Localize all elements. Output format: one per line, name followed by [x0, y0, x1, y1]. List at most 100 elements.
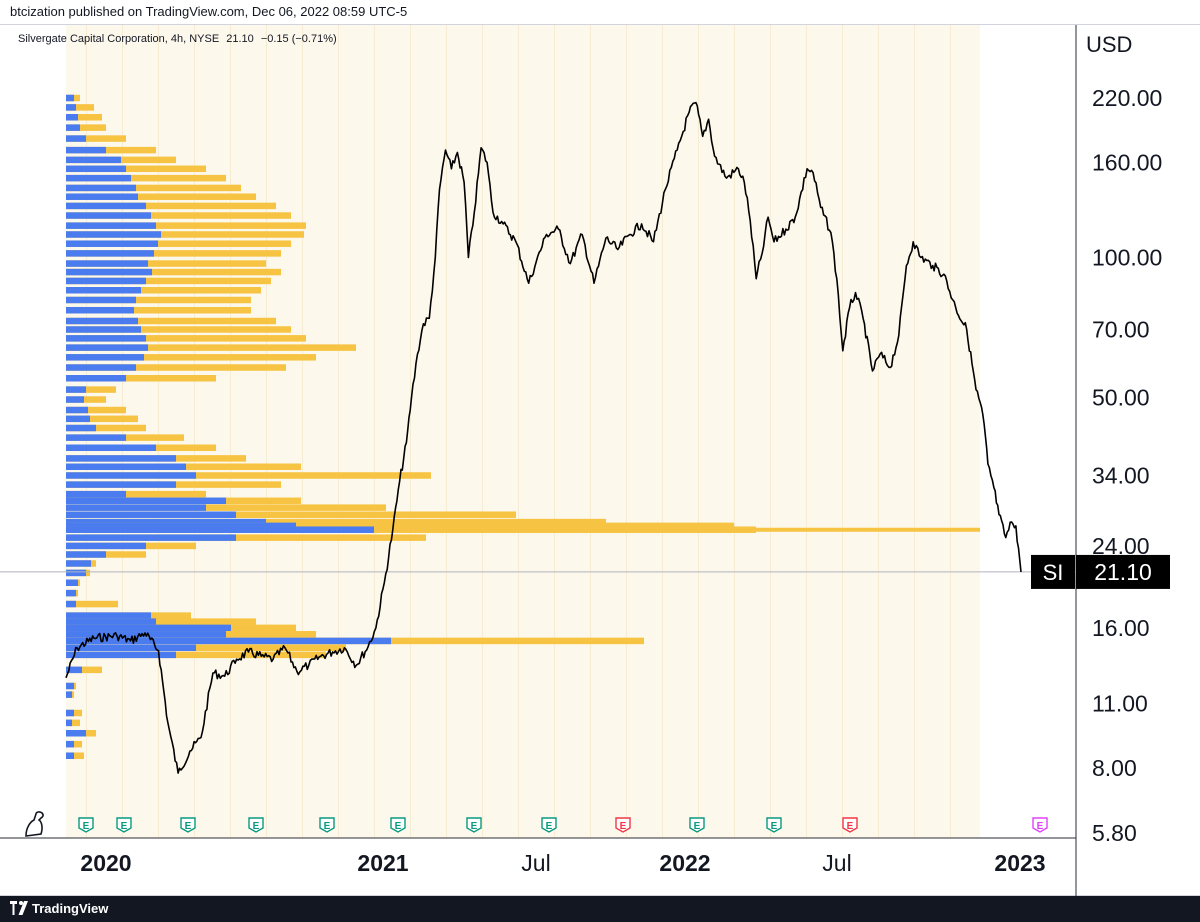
session-band — [554, 25, 555, 838]
volume-profile-buy-bar — [66, 286, 261, 294]
volume-profile-sell-bar — [66, 326, 141, 333]
volume-profile-sell-bar — [66, 444, 156, 451]
volume-profile-sell-bar — [66, 518, 266, 526]
earnings-marker[interactable]: E — [116, 817, 132, 833]
earnings-marker[interactable]: E — [180, 817, 196, 833]
volume-profile-sell-bar — [66, 709, 74, 717]
volume-profile-buy-bar — [66, 231, 304, 238]
price-chart[interactable]: USD 220.00 160.00 100.00 70.00 50.00 34.00 24.0… — [0, 0, 1200, 896]
volume-profile-sell-bar — [66, 184, 136, 192]
volume-profile-sell-bar — [66, 624, 231, 632]
earnings-badge — [541, 817, 557, 833]
price-series-line[interactable] — [65, 101, 1022, 774]
earnings-marker[interactable]: E — [78, 817, 94, 833]
time-tick-label: Jul — [822, 850, 851, 876]
volume-profile-sell-bar — [66, 135, 86, 142]
dinosaur-icon[interactable] — [25, 811, 44, 837]
current-price-label[interactable]: SI 21.10 — [1031, 554, 1170, 589]
volume-profile-buy-bar — [66, 344, 356, 351]
volume-profile-sell-bar — [66, 455, 176, 462]
earnings-badge — [390, 817, 406, 833]
earnings-marker[interactable]: E — [319, 817, 335, 833]
volume-profile-sell-bar — [66, 589, 76, 597]
volume-profile-buy-bar — [66, 277, 271, 285]
volume-profile-sell-bar — [66, 569, 86, 577]
volume-profile-buy-bar — [66, 386, 116, 393]
earnings-marker[interactable]: E — [1032, 817, 1048, 833]
earnings-badge — [116, 817, 132, 833]
earnings-marker[interactable]: E — [541, 817, 557, 833]
volume-profile-sell-bar — [66, 156, 121, 164]
volume-profile-buy-bar — [66, 396, 106, 403]
volume-profile-sell-bar — [66, 306, 134, 314]
price-tick-label: 16.00 — [1092, 615, 1150, 641]
volume-profile-sell-bar — [66, 94, 74, 102]
volume-profile-sell-bar — [66, 719, 72, 727]
session-band — [842, 25, 843, 838]
volume-profile-sell-bar — [66, 165, 126, 173]
session-band — [662, 25, 663, 838]
session-band — [482, 25, 483, 838]
volume-profile-sell-bar — [66, 637, 391, 645]
price-tick-label: 11.00 — [1092, 691, 1148, 717]
volume-profile-sell-bar — [66, 124, 80, 131]
volume-profile-buy-bar — [66, 534, 426, 541]
session-band — [734, 25, 735, 838]
earnings-badge — [180, 817, 196, 833]
price-tick-label: 8.00 — [1092, 755, 1137, 781]
volume-profile-sell-bar — [66, 212, 151, 219]
earnings-marker[interactable]: E — [766, 817, 782, 833]
session-band — [590, 25, 591, 838]
volume-profile-buy-bar — [66, 212, 291, 219]
earnings-marker[interactable]: E — [689, 817, 705, 833]
volume-profile-sell-bar — [66, 415, 90, 423]
volume-profile-buy-bar — [66, 335, 306, 342]
earnings-letter: E — [324, 821, 331, 832]
volume-profile-buy-bar — [66, 124, 106, 131]
earnings-marker[interactable]: E — [842, 817, 858, 833]
volume-profile-sell-bar — [66, 364, 136, 371]
session-band — [86, 25, 87, 838]
volume-profile-sell-bar — [66, 560, 91, 567]
earnings-marker[interactable]: E — [248, 817, 264, 833]
volume-profile-sell-bar — [66, 114, 78, 121]
volume-profile-buy-bar — [66, 490, 206, 498]
symbol-name[interactable]: Silvergate Capital Corporation, 4h, NYSE — [18, 33, 220, 45]
earnings-letter: E — [1037, 821, 1044, 832]
volume-profile — [66, 94, 756, 759]
volume-profile-sell-bar — [66, 335, 146, 342]
time-tick-label: 2022 — [659, 850, 710, 876]
earnings-marker[interactable]: E — [615, 817, 631, 833]
price-tick-label: 34.00 — [1092, 462, 1150, 488]
volume-profile-sell-bar — [66, 277, 146, 285]
time-tick-label: 2020 — [80, 850, 131, 876]
earnings-badge — [466, 817, 482, 833]
footer-brand[interactable]: TradingView — [32, 901, 109, 916]
volume-profile-sell-bar — [66, 386, 86, 393]
session-band — [770, 25, 771, 838]
earnings-badge — [689, 817, 705, 833]
symbol-tag: SI — [1043, 560, 1064, 585]
volume-profile-sell-bar — [66, 344, 148, 351]
volume-profile-sell-bar — [66, 424, 96, 432]
volume-profile-buy-bar — [66, 104, 94, 111]
price-tick-label: 5.80 — [1092, 820, 1137, 846]
volume-profile-sell-bar — [66, 542, 146, 550]
earnings-badge — [1032, 817, 1048, 833]
volume-profile-buy-bar — [66, 114, 102, 121]
session-background — [66, 25, 980, 838]
session-band — [194, 25, 195, 838]
earnings-marker[interactable]: E — [390, 817, 406, 833]
volume-profile-sell-bar — [66, 463, 186, 471]
earnings-badge — [615, 817, 631, 833]
tradingview-logo-icon[interactable] — [10, 901, 28, 915]
earnings-letter: E — [694, 821, 701, 832]
earnings-badge — [766, 817, 782, 833]
volume-profile-buy-bar — [66, 364, 286, 371]
volume-profile-sell-bar — [66, 691, 72, 698]
volume-profile-buy-bar — [66, 526, 756, 533]
time-tick-label: 2023 — [994, 850, 1045, 876]
earnings-marker[interactable]: E — [466, 817, 482, 833]
volume-profile-buy-bar — [66, 375, 216, 382]
